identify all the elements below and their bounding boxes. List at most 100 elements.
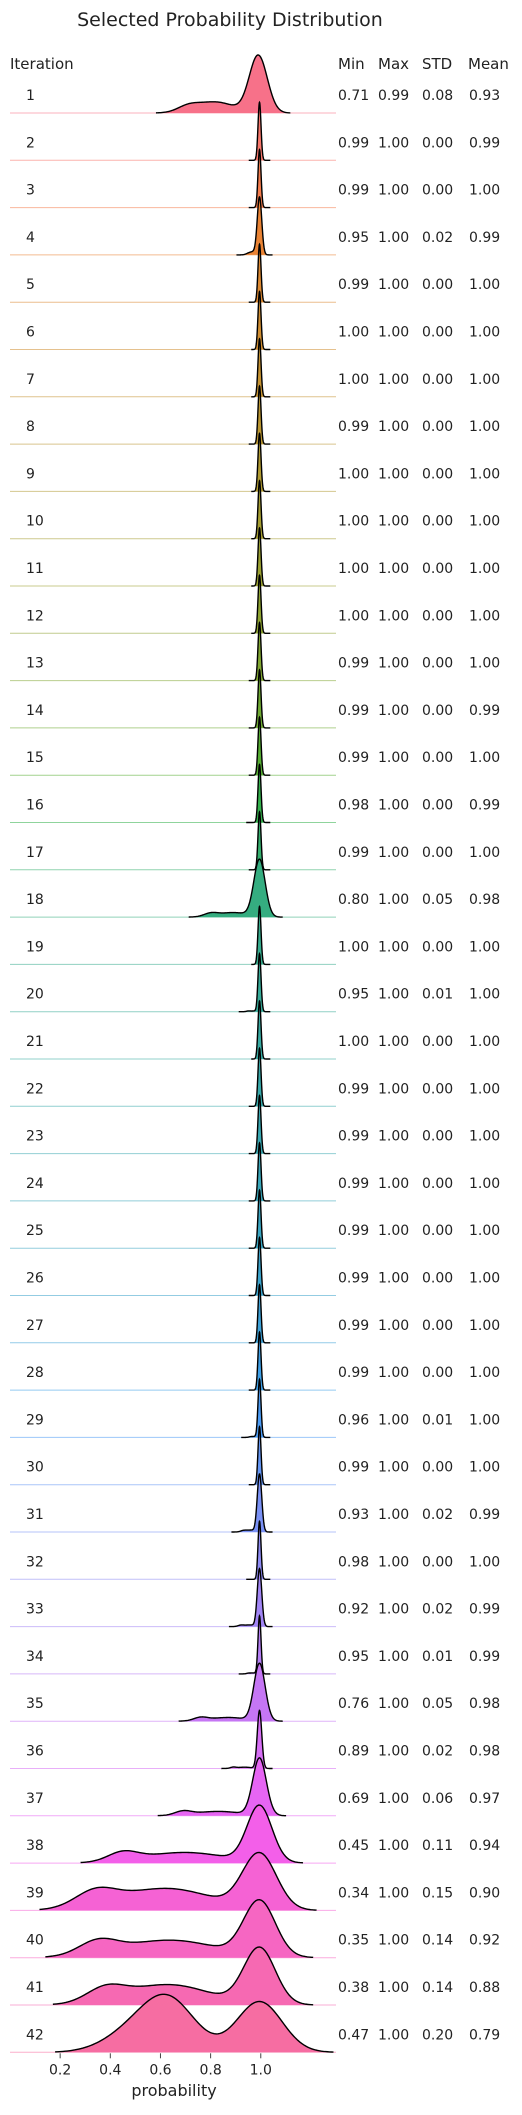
max-value: 1.00 — [378, 1365, 409, 1381]
ridge-row: 24 0.99 1.00 0.00 1.00 — [10, 1141, 500, 1202]
mean-value: 0.99 — [469, 1649, 500, 1665]
iteration-label: 35 — [26, 1696, 44, 1712]
mean-value: 1.00 — [469, 1034, 500, 1050]
ridge-outline — [155, 54, 291, 114]
std-value: 0.00 — [422, 1034, 453, 1050]
iteration-label: 2 — [26, 135, 35, 151]
mean-value: 1.00 — [469, 1460, 500, 1476]
ridge-outline — [251, 290, 271, 351]
ridge-area — [248, 102, 271, 161]
min-value: 1.00 — [338, 466, 369, 482]
mean-value: 1.00 — [469, 987, 500, 1003]
max-value: 1.00 — [378, 277, 409, 293]
ridge-row: 5 0.99 1.00 0.00 1.00 — [10, 242, 500, 303]
mean-value: 1.00 — [469, 277, 500, 293]
ridge-outline — [80, 1804, 304, 1864]
ridge-row: 9 1.00 1.00 0.00 1.00 — [10, 432, 500, 493]
max-value: 1.00 — [378, 1223, 409, 1239]
max-value: 1.00 — [378, 1602, 409, 1618]
min-value: 0.99 — [338, 1460, 369, 1476]
std-value: 0.14 — [422, 1980, 453, 1996]
mean-value: 1.00 — [469, 1176, 500, 1192]
iteration-label: 3 — [26, 183, 35, 199]
max-value: 1.00 — [378, 1696, 409, 1712]
max-value: 1.00 — [378, 419, 409, 435]
min-value: 0.99 — [338, 419, 369, 435]
std-value: 0.00 — [422, 183, 453, 199]
ridge-row: 11 1.00 1.00 0.00 1.00 — [10, 526, 500, 587]
mean-value: 1.00 — [469, 419, 500, 435]
std-value: 0.02 — [422, 1602, 453, 1618]
min-value: 0.99 — [338, 277, 369, 293]
max-value: 1.00 — [378, 2027, 409, 2043]
ridge-outline — [248, 668, 271, 729]
table-header: Iteration Min Max STD Mean — [10, 55, 509, 73]
mean-value: 1.00 — [469, 325, 500, 341]
ridge-outline — [248, 715, 271, 776]
ridge-area — [238, 953, 271, 1012]
ridge-outline — [248, 621, 271, 682]
max-value: 1.00 — [378, 1271, 409, 1287]
mean-value: 1.00 — [469, 466, 500, 482]
min-value: 0.76 — [338, 1696, 369, 1712]
mean-value: 0.90 — [469, 1885, 500, 1901]
ridge-row: 15 0.99 1.00 0.00 1.00 — [10, 715, 500, 776]
ridge-area — [248, 1095, 271, 1154]
ridge-row: 3 0.99 1.00 0.00 1.00 — [10, 148, 500, 209]
ridge-row: 12 1.00 1.00 0.00 1.00 — [10, 574, 500, 634]
max-value: 1.00 — [378, 1933, 409, 1949]
chart-title: Selected Probability Distribution — [77, 9, 383, 31]
ridge-area — [55, 1994, 334, 2053]
ridge-outline — [238, 951, 271, 1013]
col-header-min: Min — [338, 55, 365, 73]
ridge-area — [221, 1710, 273, 1769]
iteration-label: 6 — [26, 325, 35, 341]
std-value: 0.00 — [422, 1129, 453, 1145]
max-value: 1.00 — [378, 1554, 409, 1570]
mean-value: 0.98 — [469, 892, 500, 908]
min-value: 1.00 — [338, 608, 369, 624]
ridge-outline — [251, 337, 271, 398]
col-header-max: Max — [378, 55, 409, 73]
iteration-label: 13 — [26, 656, 44, 672]
mean-value: 1.00 — [469, 1554, 500, 1570]
mean-value: 1.00 — [469, 372, 500, 388]
ridge-outline — [248, 1235, 271, 1297]
ridge-outline — [248, 1425, 271, 1486]
ridge-row: 26 0.99 1.00 0.00 1.00 — [10, 1235, 500, 1297]
iteration-label: 21 — [26, 1034, 44, 1050]
std-value: 0.00 — [422, 703, 453, 719]
iteration-label: 8 — [26, 419, 35, 435]
std-value: 0.00 — [422, 1081, 453, 1097]
x-tick-label: 0.2 — [49, 2062, 71, 2078]
ridge-outline — [248, 242, 271, 303]
std-value: 0.00 — [422, 1318, 453, 1334]
iteration-label: 33 — [26, 1602, 44, 1618]
std-value: 0.05 — [422, 1696, 453, 1712]
min-value: 0.80 — [338, 892, 369, 908]
ridge-row: 42 0.47 1.00 0.20 0.79 — [10, 1993, 500, 2053]
std-value: 0.00 — [422, 750, 453, 766]
min-value: 0.99 — [338, 183, 369, 199]
ridge-row: 13 0.99 1.00 0.00 1.00 — [10, 621, 500, 682]
mean-value: 0.99 — [469, 1602, 500, 1618]
ridge-outline — [248, 1330, 271, 1391]
mean-value: 0.99 — [469, 230, 500, 246]
iteration-label: 24 — [26, 1176, 44, 1192]
std-value: 0.05 — [422, 892, 453, 908]
min-value: 0.99 — [338, 1365, 369, 1381]
max-value: 1.00 — [378, 1885, 409, 1901]
iteration-label: 41 — [26, 1980, 44, 1996]
std-value: 0.20 — [422, 2027, 453, 2043]
ridge-area — [157, 1757, 287, 1816]
max-value: 1.00 — [378, 892, 409, 908]
col-header-mean: Mean — [468, 55, 509, 73]
max-value: 0.99 — [378, 88, 409, 104]
mean-value: 1.00 — [469, 939, 500, 955]
ridge-outline — [248, 1283, 271, 1344]
max-value: 1.00 — [378, 466, 409, 482]
min-value: 1.00 — [338, 514, 369, 530]
iteration-label: 38 — [26, 1838, 44, 1854]
mean-value: 0.98 — [469, 1696, 500, 1712]
